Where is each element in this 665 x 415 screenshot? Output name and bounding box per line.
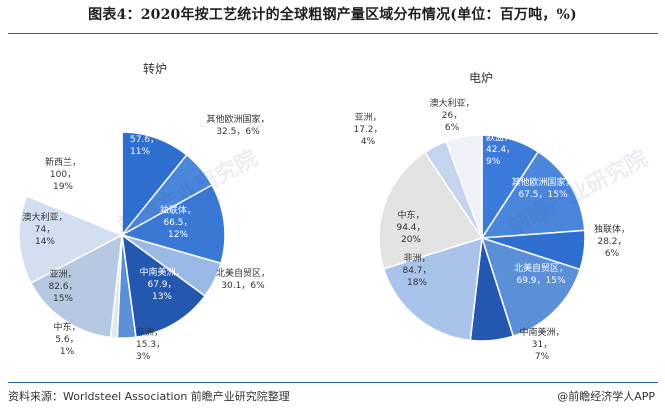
slice-label-0-7: 亚洲， 82.6， 15% [48, 269, 77, 304]
pie-slice-0-8 [18, 194, 124, 284]
slice-label-1-7: 亚洲， 17.2， 4% [353, 112, 382, 147]
slice-label-0-3: 北美自贸区， 30.1，6% [216, 267, 270, 291]
pie-slice-1-1 [480, 150, 586, 239]
slice-label-0-8: 澳大利亚， 74， 14% [22, 211, 67, 247]
pie-slice-1-3 [480, 236, 582, 338]
slice-label-1-0: 欧盟， 42.4， 9% [486, 131, 515, 167]
pie-slice-0-9 [25, 131, 123, 237]
slice-label-1-8: 澳大利亚， 26， 6% [429, 97, 474, 133]
footer-divider [8, 382, 658, 383]
brand-credit: @前瞻经济学人APP [557, 390, 655, 403]
pie-slice-0-4 [121, 233, 207, 338]
pie-title-0: 转炉 [143, 61, 167, 76]
slice-label-1-6: 中东， 94.4， 20% [396, 209, 425, 245]
chart-title: 图表4：2020年按工艺统计的全球粗钢产量区域分布情况(单位：百万吨，%) [88, 7, 577, 23]
slice-label-0-0: 欧盟， 57.6， 11% [130, 121, 159, 157]
slice-label-1-2: 独联体， 28.2， 6% [594, 223, 630, 259]
source-note: 资料来源：Worldsteel Association 前瞻产业研究院整理 [8, 390, 290, 403]
slice-label-0-2: 独联体， 66.5， 12% [160, 204, 196, 240]
pie-slice-1-8 [445, 134, 483, 239]
slice-label-0-1: 其他欧洲国家， 32.5，6% [206, 113, 269, 137]
slice-label-0-6: 中东， 5.6， 1% [53, 321, 80, 357]
slice-label-0-9: 新西兰， 100， 19% [45, 156, 81, 192]
slice-label-1-1: 其他欧洲国家， 67.5，15% [511, 176, 574, 200]
pie-title-1: 电炉 [469, 71, 493, 85]
pie-slice-1-5 [382, 236, 483, 342]
slice-label-1-3: 北美自贸区， 69.9，15% [514, 262, 568, 286]
slice-label-1-5: 非洲， 84.7， 18% [402, 252, 431, 288]
slice-label-1-4: 中南美洲， 31， 7% [519, 326, 564, 362]
pie-slice-0-7 [29, 233, 123, 339]
pie-slice-0-0 [121, 131, 188, 238]
pie-slice-0-2 [120, 183, 226, 265]
slice-label-0-4: 中南美洲， 67.9， 13% [139, 266, 184, 302]
title-divider [8, 33, 658, 34]
pie-slice-1-6 [378, 151, 484, 270]
slice-label-0-5: 非洲， 15.3， 3% [136, 326, 165, 362]
